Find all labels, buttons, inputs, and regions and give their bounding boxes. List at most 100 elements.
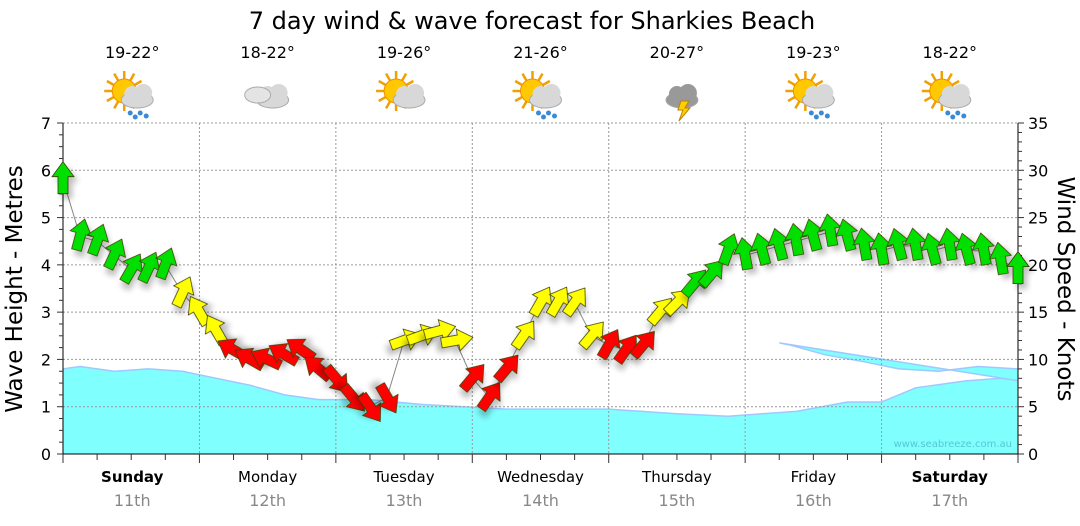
wind-arrow-shape <box>629 330 655 360</box>
wave-height-area <box>63 342 1018 454</box>
day-temperature: 18-22° <box>923 43 978 62</box>
day-temperature: 19-22° <box>105 43 160 62</box>
wind-arrow <box>440 328 474 352</box>
cloud-shape <box>244 86 272 104</box>
day-name: Wednesday <box>497 468 584 486</box>
storm-icon <box>665 84 699 122</box>
wind-arrow <box>155 247 178 281</box>
wind-arrow <box>458 363 485 393</box>
wind-arrow-shape <box>784 222 808 257</box>
day-name: Thursday <box>641 468 712 486</box>
sun-cloud-rain-icon <box>512 71 562 120</box>
y-tick-label: 7 <box>41 114 51 133</box>
wind-arrow-shape <box>646 297 672 327</box>
wind-arrow-shape <box>988 241 1013 276</box>
day-name: Sunday <box>101 468 164 486</box>
sun-ray <box>113 73 120 82</box>
cloud-shape <box>951 84 970 102</box>
day-temperature: 21-26° <box>513 43 568 62</box>
y-tick-label: 6 <box>41 161 51 180</box>
wind-arrow <box>86 223 110 257</box>
wind-arrow <box>69 218 93 252</box>
wind-arrow-shape <box>869 232 893 266</box>
day-date: 17th <box>931 491 968 510</box>
wind-arrow <box>493 354 519 384</box>
wind-arrow <box>171 276 195 309</box>
chart-title: 7 day wind & wave forecast for Sharkies … <box>249 7 815 35</box>
wind-arrow-shape <box>852 227 876 262</box>
sun-ray <box>106 79 115 87</box>
wind-arrow-shape <box>339 382 365 412</box>
wind-arrow-shape <box>835 218 859 252</box>
y2-tick-label: 5 <box>1028 398 1038 417</box>
y-tick-label: 4 <box>41 256 51 275</box>
rain-drop <box>824 113 830 119</box>
wind-arrow-shape <box>578 321 604 351</box>
wind-arrow <box>510 320 535 351</box>
wind-arrow <box>476 382 501 413</box>
y2-tick-label: 15 <box>1028 303 1048 322</box>
rain-drop <box>950 114 956 120</box>
sun-cloud-rain-icon <box>785 71 835 120</box>
sun-ray <box>514 79 523 87</box>
wind-arrow-shape <box>69 218 93 252</box>
day-name: Friday <box>791 468 837 486</box>
wind-arrow-shape <box>250 347 283 371</box>
wind-arrow-shape <box>234 347 266 372</box>
rain-drop <box>813 114 819 120</box>
watermark: www.seabreeze.com.au <box>894 439 1012 450</box>
rain-drop <box>132 114 138 120</box>
lightning-bolt <box>677 100 692 122</box>
wind-arrow-shape <box>268 343 300 367</box>
wind-arrow-shape <box>86 223 110 257</box>
wind-arrow-shape <box>561 287 586 318</box>
y-tick-label: 1 <box>41 398 51 417</box>
rain-drop <box>818 110 824 116</box>
wind-arrow-shape <box>458 363 485 393</box>
wind-arrow <box>835 218 859 252</box>
rain-drop <box>137 110 143 116</box>
wind-arrow <box>801 218 825 252</box>
sun-ray <box>113 100 120 109</box>
day-date: 15th <box>659 491 696 510</box>
wind-arrow-shape <box>596 329 621 361</box>
sun-ray <box>521 73 528 82</box>
day-date: 14th <box>522 491 559 510</box>
y2-tick-label: 10 <box>1028 350 1048 369</box>
sun-ray <box>815 79 824 87</box>
wind-arrow <box>988 241 1013 276</box>
day-date: 12th <box>249 491 286 510</box>
wind-arrow-shape <box>971 232 996 266</box>
day-temperature: 19-26° <box>377 43 432 62</box>
wind-arrow <box>680 269 707 299</box>
wind-arrow-shape <box>662 289 691 317</box>
wind-arrow-shape <box>171 276 195 309</box>
sun-ray <box>930 100 937 109</box>
sun-ray <box>923 79 933 87</box>
day-temperature: 20-27° <box>650 43 705 62</box>
wind-arrow-shape <box>733 237 757 271</box>
sun-ray <box>951 79 960 87</box>
rain-drop <box>541 114 546 120</box>
wind-arrow <box>357 391 382 422</box>
cloud-shape <box>678 84 697 102</box>
wind-arrow-shape <box>103 238 126 271</box>
sun-ray <box>378 79 387 87</box>
wind-arrow <box>561 287 586 318</box>
sun-ray <box>384 73 392 82</box>
wind-arrow <box>767 227 791 262</box>
wind-arrow <box>784 222 808 257</box>
wind-arrow-shape <box>322 363 348 393</box>
y2-tick-label: 30 <box>1028 161 1048 180</box>
wind-arrow-shape <box>920 232 944 267</box>
wind-arrow-shape <box>493 354 519 384</box>
cloud-shape <box>269 84 288 102</box>
wind-arrow <box>869 232 893 266</box>
wind-arrow-shape <box>357 391 382 422</box>
sun-ray <box>378 95 387 103</box>
wind-arrow <box>920 232 944 267</box>
sun-ray <box>923 95 933 103</box>
y2-tick-label: 0 <box>1028 445 1038 464</box>
wind-arrow-shape <box>767 227 791 262</box>
sun-cloud-icon <box>376 71 426 111</box>
